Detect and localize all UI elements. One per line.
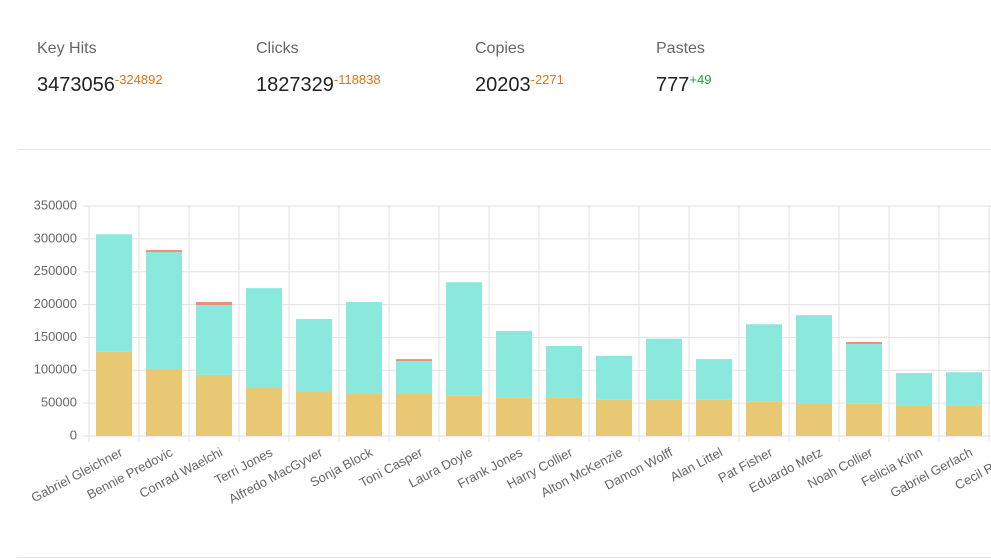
stat-value: 20203-2271 xyxy=(475,72,564,97)
stat-number: 20203 xyxy=(475,74,531,96)
bar-segment xyxy=(696,399,732,436)
bar-segment xyxy=(446,395,482,436)
bar-segment xyxy=(96,351,132,436)
y-tick-label: 350000 xyxy=(34,197,77,212)
bar-segment xyxy=(296,319,332,392)
y-tick-label: 250000 xyxy=(34,263,77,278)
bar-segment xyxy=(246,288,282,389)
bar-segment xyxy=(396,359,432,362)
stat-value: 1827329-118838 xyxy=(256,72,381,97)
stat-delta: -118838 xyxy=(333,72,381,87)
bar-segment xyxy=(546,397,582,436)
bar-segment xyxy=(196,374,232,436)
stat-delta: -2271 xyxy=(530,72,564,87)
bar-segment xyxy=(646,338,682,400)
bar-segment xyxy=(396,361,432,394)
bar-segment xyxy=(646,399,682,436)
bar-segment xyxy=(446,282,482,396)
stat-label: Copies xyxy=(475,40,525,57)
y-tick-label: 300000 xyxy=(34,230,77,245)
bar-segment xyxy=(346,301,382,394)
stat-label: Clicks xyxy=(256,40,299,57)
bar-segment xyxy=(546,345,582,398)
stat-label: Pastes xyxy=(656,40,705,57)
stat: Clicks 1827329-118838 xyxy=(256,40,381,97)
stat-delta: -324892 xyxy=(114,72,163,87)
x-tick-label: Bennie Predovic xyxy=(84,444,175,502)
y-tick-label: 50000 xyxy=(41,395,77,410)
stat: Pastes 777+49 xyxy=(656,40,711,97)
stat-number: 3473056 xyxy=(37,74,115,96)
stat-number: 777 xyxy=(656,74,690,96)
bar-segment xyxy=(396,393,432,436)
stat-value: 3473056-324892 xyxy=(37,72,163,97)
bar-segment xyxy=(346,393,382,436)
bar-segment xyxy=(746,401,782,436)
bar-segment xyxy=(696,359,732,400)
bar-segment xyxy=(896,372,932,406)
y-tick-label: 100000 xyxy=(34,362,77,377)
bar-segment xyxy=(146,252,182,369)
x-tick-label: Alan Littel xyxy=(668,444,726,484)
y-tick-label: 0 xyxy=(70,427,77,442)
bar-segment xyxy=(496,397,532,436)
bar-segment xyxy=(196,301,232,306)
bar-segment xyxy=(96,234,132,352)
bar-segment xyxy=(796,315,832,404)
stat: Key Hits 3473056-324892 xyxy=(37,40,163,97)
stat-label: Key Hits xyxy=(37,40,97,57)
bar-segment xyxy=(846,403,882,436)
bar-segment xyxy=(746,324,782,402)
bar-segment xyxy=(846,342,882,344)
bar-segment xyxy=(596,355,632,400)
bar-segment xyxy=(296,391,332,436)
stat-value: 777+49 xyxy=(656,72,711,97)
bar-segment xyxy=(946,372,982,406)
bar-segment xyxy=(796,403,832,436)
stat: Copies 20203-2271 xyxy=(475,40,564,97)
bar-segment xyxy=(946,405,982,436)
stat-number: 1827329 xyxy=(256,74,334,96)
divider xyxy=(17,149,991,150)
bar-segment xyxy=(146,250,182,252)
x-tick-label: Conrad Waelchi xyxy=(137,444,225,500)
divider xyxy=(17,557,991,558)
stat-delta: +49 xyxy=(689,72,712,87)
bar-segment xyxy=(146,368,182,436)
y-tick-label: 150000 xyxy=(34,329,77,344)
bar-segment xyxy=(896,405,932,436)
bar-segment xyxy=(596,399,632,436)
bar-segment xyxy=(846,344,882,404)
bar-segment xyxy=(196,305,232,375)
bar-segment xyxy=(496,330,532,398)
y-tick-label: 200000 xyxy=(34,296,77,311)
bar-segment xyxy=(246,388,282,436)
